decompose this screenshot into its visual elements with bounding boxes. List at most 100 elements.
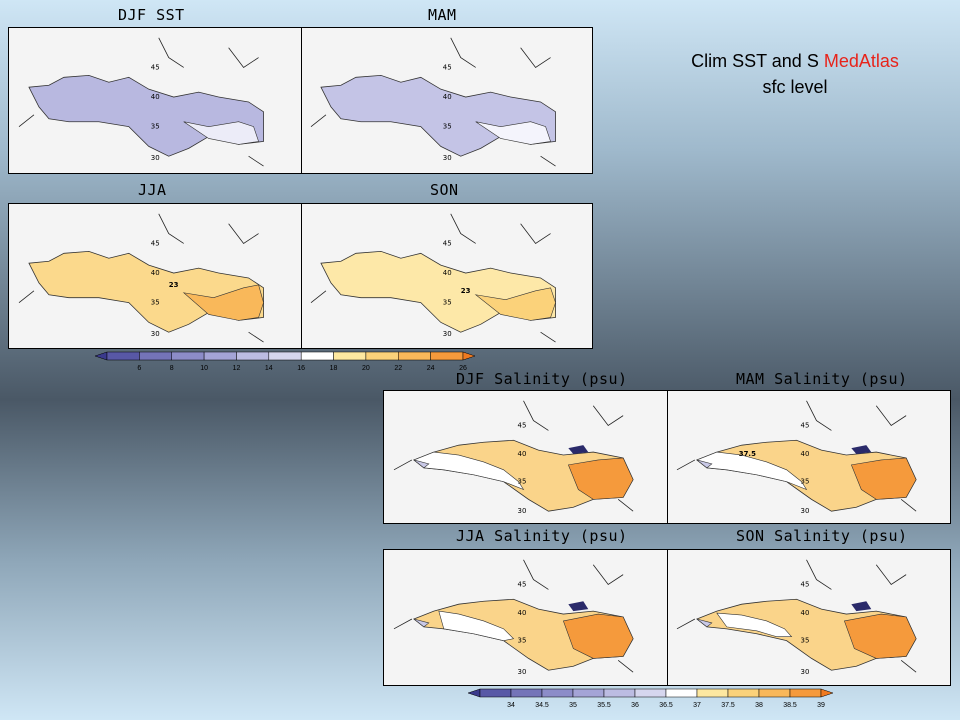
lat-40: 40 [518,450,527,458]
lat-30: 30 [442,330,451,338]
east-region [475,121,551,145]
lat-40: 40 [801,450,810,458]
black-sea-region [851,445,872,455]
colorbar-segment [479,688,512,698]
colorbar-segment [696,688,729,698]
lat-40: 40 [518,609,527,617]
black-sea-region [851,601,872,612]
lat-40: 40 [151,93,160,101]
gibraltar-region [696,618,713,628]
map-mam-svg: 45 40 35 30 [310,37,556,167]
gibraltar-region [696,459,713,469]
map-djf-sal-svg: 45 40 35 30 [393,400,634,515]
colorbar-tick-label: 37.5 [721,702,735,709]
lat-30: 30 [442,154,451,162]
contour-label-23: 23 [169,281,179,289]
title-text-a: Clim SST and S [691,51,824,71]
lat-45: 45 [518,421,527,429]
west-region [438,610,515,641]
lat-45: 45 [518,580,527,588]
colorbar-segment [398,351,431,361]
sea-shape [28,74,264,157]
colorbar-segment [236,351,270,361]
colorbar-tick-label: 34 [507,702,515,709]
colorbar-segment [634,688,667,698]
map-djf-salinity: 45 40 35 30 [384,391,668,523]
label-mam-salinity: MAM Salinity (psu) [736,370,908,388]
sea-shape [319,250,556,333]
colorbar-tick-label: 35 [569,702,577,709]
contour-label-37-5: 37.5 [739,450,756,458]
east-region [850,457,917,500]
lat-35: 35 [151,123,160,131]
colorbar-tick-label: 35.5 [597,702,611,709]
lat-30: 30 [801,668,810,676]
colorbar-tick-label: 14 [265,365,273,372]
coastline [310,213,556,343]
gibraltar-region [413,459,430,469]
lat-30: 30 [801,507,810,515]
west-region [696,451,808,491]
label-jja-sst: JJA [138,181,167,199]
colorbar-tick-label: 24 [427,365,435,372]
colorbar-tick-label: 37 [693,702,701,709]
map-jja-salinity: 45 40 35 30 [384,550,668,685]
colorbar-segment [300,351,334,361]
lat-35: 35 [442,123,451,131]
colorbar-tick-label: 34.5 [535,702,549,709]
lat-40: 40 [442,269,451,277]
colorbar-segment [572,688,605,698]
coastline [393,400,634,512]
lat-40: 40 [801,609,810,617]
lat-45: 45 [442,63,451,71]
label-djf-sst: DJF SST [118,6,185,24]
colorbar-tick-label: 39 [817,702,825,709]
lat-40: 40 [151,269,160,277]
lat-45: 45 [151,63,160,71]
colorbar-tick-label: 20 [362,365,370,372]
label-djf-salinity: DJF Salinity (psu) [456,370,628,388]
colorbar-segment [665,688,698,698]
colorbar-tick-label: 12 [233,365,241,372]
colorbar-tick-label: 26 [459,365,467,372]
colorbar-segment [541,688,574,698]
colorbar-segment [603,688,636,698]
colorbar-right-tip [820,688,833,698]
coastline [18,213,264,343]
label-mam-sst: MAM [428,6,457,24]
sst-panel-top: 45 40 35 30 45 40 35 30 [8,27,593,174]
label-son-sst: SON [430,181,459,199]
lat-45: 45 [442,239,451,247]
colorbar-tick-label: 18 [330,365,338,372]
colorbar-segment [203,351,237,361]
black-sea-region [568,601,589,612]
colorbar-segment [365,351,399,361]
colorbar-segment [789,688,822,698]
map-jja-sst: 45 40 35 30 23 [9,204,302,348]
colorbar-tick-label: 8 [170,365,174,372]
black-sea-region [568,445,589,455]
colorbar-tick-label: 36.5 [659,702,673,709]
colorbar-segment [106,351,140,361]
map-jja-svg: 45 40 35 30 23 [18,213,264,343]
label-jja-salinity: JJA Salinity (psu) [456,527,628,545]
contour-label-23: 23 [460,287,470,295]
coastline [393,559,634,673]
title-medatlas: MedAtlas [823,51,899,71]
lat-30: 30 [518,507,527,515]
lat-30: 30 [518,668,527,676]
colorbar-segment [139,351,172,361]
lat-35: 35 [801,637,810,645]
east-region [567,457,634,500]
label-son-salinity: SON Salinity (psu) [736,527,908,545]
colorbar-tick-label: 6 [137,365,141,372]
colorbar-segment [333,351,367,361]
lat-35: 35 [801,478,810,486]
colorbar-left-tip [468,688,481,698]
colorbar-tick-label: 22 [394,365,402,372]
lat-45: 45 [801,421,810,429]
map-mam-sal-svg: 45 40 35 30 37.5 [676,400,917,515]
lat-45: 45 [801,580,810,588]
sal-panel-bottom: 45 40 35 30 45 40 35 30 [383,549,951,686]
